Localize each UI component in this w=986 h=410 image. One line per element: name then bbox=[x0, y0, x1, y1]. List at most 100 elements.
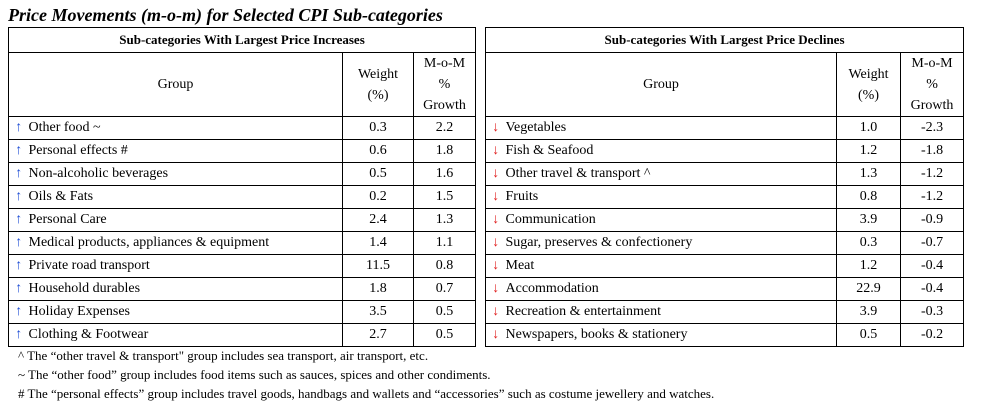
footnotes: ^ The “other travel & transport" group i… bbox=[18, 346, 714, 403]
group-cell: Holiday Expenses bbox=[28, 300, 343, 324]
footnote-other-food: ~ The “other food” group includes food i… bbox=[18, 367, 491, 382]
growth-cell: 1.8 bbox=[412, 139, 477, 163]
growth-cell: 0.5 bbox=[412, 323, 477, 347]
up-arrow-icon: ↑ bbox=[8, 300, 29, 324]
up-arrow-icon: ↑ bbox=[8, 277, 29, 301]
up-arrow-icon: ↑ bbox=[8, 162, 29, 186]
growth-column-header: M-o-M% Growth bbox=[899, 52, 965, 117]
growth-cell: -1.8 bbox=[899, 139, 965, 163]
group-cell: Communication bbox=[505, 208, 837, 232]
group-cell: Personal effects # bbox=[28, 139, 343, 163]
increases-rows: ↑ Other food ~0.3 2.2 ↑ Personal effects #0.… bbox=[8, 116, 477, 347]
table-row: ↑ Other food ~0.3 2.2 bbox=[8, 116, 477, 140]
table-row: ↑ Non-alcoholic beverages 0.5 1.6 bbox=[8, 162, 477, 186]
footnote-personal-effects: # The “personal effects” group includes … bbox=[18, 386, 715, 401]
table-row: ↓ Vegetables 1.0 -2.3 bbox=[485, 116, 965, 140]
down-arrow-icon: ↓ bbox=[485, 116, 506, 140]
growth-cell: 1.6 bbox=[412, 162, 477, 186]
group-cell: Private road transport bbox=[28, 254, 343, 278]
table-row: ↓ Communication 3.9 -0.9 bbox=[485, 208, 965, 232]
table-row: ↑ Clothing & Footwear 2.7 0.5 bbox=[8, 323, 477, 347]
up-arrow-icon: ↑ bbox=[8, 139, 29, 163]
weight-cell: 22.9 bbox=[836, 277, 901, 301]
down-arrow-icon: ↓ bbox=[485, 139, 506, 163]
weight-cell: 1.8 bbox=[342, 277, 414, 301]
group-cell: Non-alcoholic beverages bbox=[28, 162, 343, 186]
weight-cell: 2.4 bbox=[342, 208, 414, 232]
group-cell: Fish & Seafood bbox=[505, 139, 837, 163]
group-cell: Personal Care bbox=[28, 208, 343, 232]
weight-cell: 0.5 bbox=[836, 323, 901, 347]
table-row: ↑ Oils & Fats 0.2 1.5 bbox=[8, 185, 477, 209]
growth-cell: -0.7 bbox=[899, 231, 965, 255]
group-cell: Fruits bbox=[505, 185, 837, 209]
down-arrow-icon: ↓ bbox=[485, 208, 506, 232]
down-arrow-icon: ↓ bbox=[485, 277, 506, 301]
increases-table: Sub-categories With Largest Price Increa… bbox=[7, 27, 477, 347]
growth-cell: -0.4 bbox=[899, 277, 965, 301]
group-cell: Meat bbox=[505, 254, 837, 278]
growth-cell: -1.2 bbox=[899, 185, 965, 209]
weight-cell: 3.5 bbox=[342, 300, 414, 324]
declines-table: Sub-categories With Largest Price Declin… bbox=[484, 27, 965, 347]
group-cell: Other travel & transport ^ bbox=[505, 162, 837, 186]
down-arrow-icon: ↓ bbox=[485, 185, 506, 209]
group-cell: Clothing & Footwear bbox=[28, 323, 343, 347]
growth-cell: 1.1 bbox=[412, 231, 477, 255]
growth-cell: -2.3 bbox=[899, 116, 965, 140]
weight-cell: 1.0 bbox=[836, 116, 901, 140]
table-row: ↑ Medical products, appliances & equipmen… bbox=[8, 231, 477, 255]
table-row: ↓ Newspapers, books & stationery 0.5 -0.2 bbox=[485, 323, 965, 347]
growth-cell: -0.2 bbox=[899, 323, 965, 347]
table-row: ↑ Holiday Expenses 3.5 0.5 bbox=[8, 300, 477, 324]
table-row: ↓ Fish & Seafood 1.2 -1.8 bbox=[485, 139, 965, 163]
weight-cell: 0.2 bbox=[342, 185, 414, 209]
up-arrow-icon: ↑ bbox=[8, 185, 29, 209]
declines-heading: Sub-categories With Largest Price Declin… bbox=[484, 27, 965, 53]
group-column-header: Group bbox=[485, 52, 837, 117]
weight-cell: 2.7 bbox=[342, 323, 414, 347]
table-row: ↑ Household durables 1.8 0.7 bbox=[8, 277, 477, 301]
up-arrow-icon: ↑ bbox=[8, 231, 29, 255]
group-cell: Recreation & entertainment bbox=[505, 300, 837, 324]
growth-column-header: M-o-M% Growth bbox=[412, 52, 477, 117]
down-arrow-icon: ↓ bbox=[485, 300, 506, 324]
growth-cell: -0.4 bbox=[899, 254, 965, 278]
weight-cell: 1.2 bbox=[836, 254, 901, 278]
growth-cell: 0.7 bbox=[412, 277, 477, 301]
group-cell: Sugar, preserves & confectionery bbox=[505, 231, 837, 255]
weight-cell: 0.6 bbox=[342, 139, 414, 163]
down-arrow-icon: ↓ bbox=[485, 231, 506, 255]
group-cell: Medical products, appliances & equipment bbox=[28, 231, 343, 255]
weight-cell: 1.4 bbox=[342, 231, 414, 255]
up-arrow-icon: ↑ bbox=[8, 116, 29, 140]
weight-cell: 0.8 bbox=[836, 185, 901, 209]
weight-cell: 1.3 bbox=[836, 162, 901, 186]
group-cell: Other food ~ bbox=[28, 116, 343, 140]
increases-heading: Sub-categories With Largest Price Increa… bbox=[7, 27, 477, 53]
weight-column-header: Weight (%) bbox=[342, 52, 414, 117]
weight-cell: 1.2 bbox=[836, 139, 901, 163]
footnote-other-travel: ^ The “other travel & transport" group i… bbox=[18, 348, 429, 363]
group-column-header: Group bbox=[8, 52, 343, 117]
weight-cell: 11.5 bbox=[342, 254, 414, 278]
growth-cell: 1.5 bbox=[412, 185, 477, 209]
growth-cell: 1.3 bbox=[412, 208, 477, 232]
weight-cell: 0.3 bbox=[836, 231, 901, 255]
table-row: ↓ Recreation & entertainment 3.9 -0.3 bbox=[485, 300, 965, 324]
up-arrow-icon: ↑ bbox=[8, 323, 29, 347]
group-cell: Vegetables bbox=[505, 116, 837, 140]
growth-cell: -0.3 bbox=[899, 300, 965, 324]
up-arrow-icon: ↑ bbox=[8, 254, 29, 278]
down-arrow-icon: ↓ bbox=[485, 323, 506, 347]
growth-cell: -0.9 bbox=[899, 208, 965, 232]
weight-cell: 0.3 bbox=[342, 116, 414, 140]
table-row: ↓ Sugar, preserves & confectionery 0.3 -0.7 bbox=[485, 231, 965, 255]
table-row: ↑ Private road transport 11.5 0.8 bbox=[8, 254, 477, 278]
growth-cell: -1.2 bbox=[899, 162, 965, 186]
table-row: ↑ Personal effects #0.6 1.8 bbox=[8, 139, 477, 163]
table-row: ↓ Fruits 0.8 -1.2 bbox=[485, 185, 965, 209]
growth-cell: 0.5 bbox=[412, 300, 477, 324]
table-row: ↓ Accommodation 22.9 -0.4 bbox=[485, 277, 965, 301]
weight-cell: 3.9 bbox=[836, 208, 901, 232]
